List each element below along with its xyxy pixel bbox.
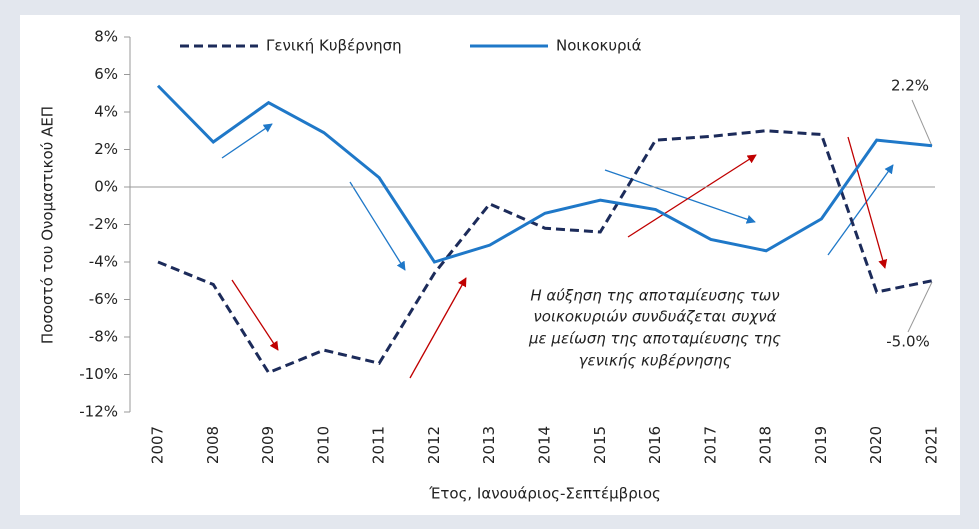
y-tick-label: 4%	[94, 103, 118, 121]
y-tick-label: -8%	[89, 328, 118, 346]
x-axis-label: Έτος, Ιανουάριος-Σεπτέμβριος	[428, 485, 661, 503]
plot-background	[20, 15, 960, 515]
y-tick-label: -10%	[79, 365, 118, 383]
y-tick-label: 2%	[94, 140, 118, 158]
x-tick-label: 2011	[370, 426, 388, 464]
x-tick-label: 2012	[425, 426, 443, 464]
y-tick-label: 6%	[94, 65, 118, 83]
arrows-red	[231, 136, 888, 379]
x-tick-label: 2015	[591, 426, 609, 464]
line-series	[157, 129, 933, 375]
y-tick-label: -6%	[89, 290, 118, 308]
x-tick-label: 2013	[480, 426, 498, 464]
x-tick-label: 2017	[701, 426, 719, 464]
annotation: 2.2%	[891, 77, 929, 95]
legend-label: Νοικοκυριά	[556, 37, 642, 55]
x-tick-label: 2021	[923, 426, 941, 464]
x-tick-label: 2009	[259, 426, 277, 464]
x-tick-label: 2016	[646, 426, 664, 464]
annotation: Η αύξηση της αποταμίευσης των	[530, 287, 779, 305]
y-tick-label: -12%	[79, 403, 118, 421]
legend-label: Γενική Κυβέρνηση	[266, 37, 402, 55]
arrows-blue	[221, 123, 894, 271]
x-tick-label: 2018	[757, 426, 775, 464]
y-tick-label: -4%	[89, 253, 118, 271]
x-tick-label: 2019	[812, 426, 830, 464]
x-tick-label: 2014	[536, 426, 554, 464]
annotation: με μείωση της αποταμίευσης της	[528, 330, 781, 348]
x-tick-label: 2008	[204, 426, 222, 464]
callouts	[907, 99, 933, 333]
y-tick-label: -2%	[89, 215, 118, 233]
y-axis-label: Ποσοστό του Ονομαστικού ΑΕΠ	[39, 106, 57, 344]
y-tick-label: 8%	[94, 28, 118, 46]
y-tick-label: 0%	[94, 178, 118, 196]
x-tick-label: 2010	[314, 426, 332, 464]
x-tick-label: 2007	[149, 426, 167, 464]
annotation: γενικής κυβέρνησης	[579, 352, 732, 370]
line-series	[156, 84, 933, 264]
x-tick-label: 2020	[867, 426, 885, 464]
annotation: -5.0%	[886, 333, 930, 351]
annotation: νοικοκυριών συνδυάζεται συχνά	[533, 308, 776, 326]
